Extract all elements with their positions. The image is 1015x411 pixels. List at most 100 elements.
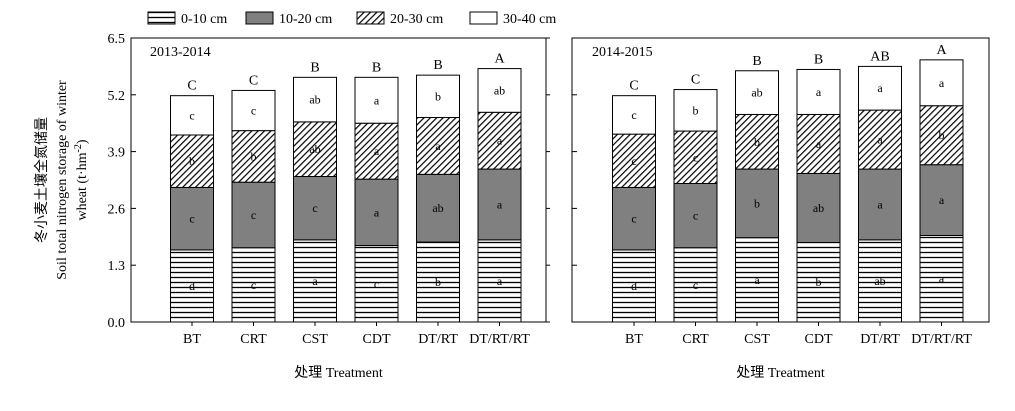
legend-label: 20-30 cm bbox=[390, 12, 443, 27]
total-significance-letter: A bbox=[494, 52, 505, 67]
bar-segment bbox=[293, 76, 337, 123]
bar-segment bbox=[170, 95, 214, 136]
x-tick-label: CRT bbox=[682, 332, 709, 347]
total-significance-letter: C bbox=[187, 79, 196, 94]
segment-significance-letter: b bbox=[435, 275, 441, 289]
segment-significance-letter: c bbox=[374, 277, 379, 291]
bar-segment bbox=[858, 109, 902, 170]
bar-segment bbox=[858, 65, 902, 111]
segment-significance-letter: ab bbox=[432, 201, 443, 215]
segment-significance-letter: a bbox=[374, 205, 380, 219]
stacked-bar: a a a ab A bbox=[477, 52, 522, 323]
segment-significance-letter: c bbox=[693, 209, 698, 223]
bar-segment bbox=[673, 247, 718, 323]
bar-segment bbox=[477, 168, 522, 241]
segment-significance-letter: a bbox=[816, 85, 822, 99]
bar-segment bbox=[416, 117, 460, 175]
segment-significance-letter: ab bbox=[874, 274, 885, 288]
bar-segment bbox=[293, 121, 337, 178]
segment-significance-letter: a bbox=[816, 137, 822, 151]
y-tick-label: 2.6 bbox=[108, 202, 126, 217]
segment-significance-letter: a bbox=[754, 273, 760, 287]
segment-significance-letter: d bbox=[189, 279, 195, 293]
chart-panel: 2014-2015dcccCBTcccbCCRTabbabBCSTbabaaBC… bbox=[571, 37, 990, 381]
stacked-bar: a a b a A bbox=[919, 43, 964, 323]
segment-significance-letter: b bbox=[693, 103, 699, 117]
segment-significance-letter: a bbox=[939, 76, 945, 90]
legend-item: 20-30 cm bbox=[356, 11, 443, 27]
total-significance-letter: C bbox=[691, 73, 700, 88]
x-tick-label: DT/RT/RT bbox=[911, 332, 972, 347]
bar-segment bbox=[354, 76, 399, 124]
legend-item: 0-10 cm bbox=[147, 11, 227, 27]
bar-segment bbox=[612, 95, 656, 135]
segment-significance-letter: c bbox=[693, 278, 698, 292]
x-tick-label: DT/RT bbox=[860, 332, 900, 347]
y-axis-title: 冬小麦土壤全氮储量 Soil total nitrogen storage of … bbox=[33, 80, 90, 280]
segment-significance-letter: a bbox=[877, 133, 883, 147]
legend-label: 10-20 cm bbox=[279, 12, 332, 27]
y-axis-title-line: wheat (t·hm-2) bbox=[73, 139, 91, 220]
x-tick-label: CST bbox=[302, 332, 328, 347]
y-axis-title-close: ) bbox=[75, 139, 90, 144]
segment-significance-letter: c bbox=[631, 154, 636, 168]
bar-segment bbox=[796, 113, 841, 174]
segment-significance-letter: ab bbox=[309, 142, 320, 156]
legend-item: 30-40 cm bbox=[469, 11, 556, 27]
panel-title: 2014-2015 bbox=[592, 45, 653, 60]
bar-segment bbox=[293, 239, 337, 323]
bar-segment bbox=[735, 70, 779, 115]
bar-segment bbox=[796, 68, 841, 115]
bar-segment bbox=[231, 89, 276, 132]
y-tick-label: 5.2 bbox=[108, 89, 126, 104]
legend-swatch bbox=[356, 11, 385, 25]
stacked-bar: a c ab ab B bbox=[293, 60, 337, 323]
y-axis-title-line: 冬小麦土壤全氮储量 bbox=[33, 117, 50, 243]
segment-significance-letter: a bbox=[939, 272, 945, 286]
segment-significance-letter: c bbox=[631, 108, 636, 122]
segment-significance-letter: b bbox=[816, 275, 822, 289]
x-tick-label: BT bbox=[625, 332, 643, 347]
stacked-bar: c c b c C bbox=[231, 73, 276, 323]
segment-significance-letter: c bbox=[189, 212, 194, 226]
total-significance-letter: B bbox=[752, 54, 761, 69]
segment-significance-letter: a bbox=[374, 144, 380, 158]
x-tick-label: DT/RT bbox=[418, 332, 458, 347]
x-tick-label: CRT bbox=[240, 332, 267, 347]
total-significance-letter: AB bbox=[870, 49, 889, 64]
bar-segment bbox=[416, 241, 460, 323]
segment-significance-letter: b bbox=[189, 154, 195, 168]
y-axis-title-line: Soil total nitrogen storage of winter bbox=[55, 80, 70, 280]
legend-swatch bbox=[469, 11, 498, 25]
segment-significance-letter: a bbox=[497, 197, 503, 211]
stacked-bar: c a a a B bbox=[354, 60, 399, 323]
segment-significance-letter: ab bbox=[813, 201, 824, 215]
y-tick-label: 0.0 bbox=[108, 316, 126, 331]
panel-title: 2013-2014 bbox=[150, 45, 211, 60]
segment-significance-letter: c bbox=[251, 104, 256, 118]
segment-significance-letter: ab bbox=[751, 86, 762, 100]
total-significance-letter: B bbox=[372, 60, 381, 75]
bar-segment bbox=[919, 234, 964, 323]
bar-segment bbox=[919, 105, 964, 166]
bar-segment bbox=[735, 113, 779, 170]
segment-significance-letter: a bbox=[877, 197, 883, 211]
legend: 0-10 cm 10-20 cm 20-30 cm 30-40 cm bbox=[147, 11, 556, 27]
segment-significance-letter: c bbox=[312, 201, 317, 215]
bar-segment bbox=[354, 122, 399, 180]
segment-significance-letter: b bbox=[754, 135, 760, 149]
total-significance-letter: C bbox=[629, 79, 638, 94]
chart-panels: 0.01.32.63.95.26.52013-2014dcbcCBTccbcCC… bbox=[108, 32, 990, 381]
legend-label: 0-10 cm bbox=[181, 12, 227, 27]
y-tick-label: 3.9 bbox=[108, 146, 126, 161]
total-significance-letter: B bbox=[310, 60, 319, 75]
bar-segment bbox=[673, 182, 718, 249]
bar-segment bbox=[796, 172, 841, 243]
x-axis-title: 处理 Treatment bbox=[294, 365, 383, 381]
